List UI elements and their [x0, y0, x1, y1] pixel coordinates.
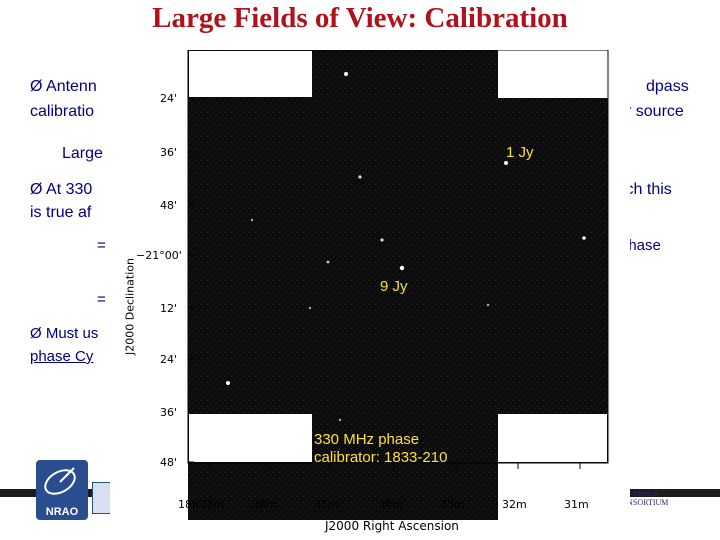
- source-point: [226, 381, 230, 385]
- sub-bullet-tail: phase: [620, 237, 661, 254]
- x-tick-label: 18h37m: [178, 498, 224, 511]
- y-tick-label: 48': [160, 199, 178, 212]
- sky-image: [187, 50, 609, 520]
- y-tick-label: 36': [160, 406, 178, 419]
- source-point: [486, 303, 490, 307]
- source-point: [344, 72, 348, 76]
- y-tick-label: 24': [160, 353, 178, 366]
- arrow-bullet-icon: Ø: [30, 78, 43, 95]
- x-tick-label: 32m: [502, 498, 527, 511]
- x-tick-label: 33m: [440, 498, 465, 511]
- y-axis-label: J2000 Declination: [123, 258, 137, 355]
- y-tick-label: 12': [160, 302, 178, 315]
- y-tick-label: −21°00': [136, 249, 182, 262]
- bullet-3-line-1: Ø At 330: [30, 181, 93, 198]
- calibrator-annotation: 330 MHz phase calibrator: 1833-210: [314, 431, 448, 466]
- bullet-1-tail-2: r source: [626, 103, 684, 120]
- new-mexico-consortium-logo: New Mexico CONSORTIUM: [616, 489, 669, 507]
- source-point: [582, 236, 586, 240]
- sub-bullet-marker: =: [97, 237, 106, 254]
- bullet-1-line-2: calibratio: [30, 103, 95, 120]
- sub-bullet-marker: =: [97, 291, 106, 308]
- bullet-1-line-1: Ø Antenn: [30, 78, 97, 95]
- bullet-4-line-2: phase Cy: [30, 348, 94, 365]
- bullet-3-line-2: is true af: [30, 204, 92, 221]
- y-tick-label: 24': [160, 92, 178, 105]
- source-point: [380, 238, 384, 242]
- source-point: [308, 306, 312, 310]
- sky-image-figure: 24' 36' 48' −21°00' 12' 24' 36' 48' 18h3…: [110, 50, 630, 540]
- bullet-4-line-1: Ø Must us: [30, 325, 99, 342]
- x-axis-label: J2000 Right Ascension: [325, 519, 459, 533]
- annotation-1jy: 1 Jy: [506, 144, 534, 161]
- x-tick-label: 35m: [314, 498, 339, 511]
- arrow-bullet-icon: Ø: [30, 325, 42, 342]
- x-tick-label: 36m: [252, 498, 277, 511]
- bullet-2-text: Large: [62, 145, 103, 162]
- arrow-bullet-icon: Ø: [30, 181, 43, 198]
- x-tick-label: 34m: [378, 498, 403, 511]
- bullet-1-tail-1: dpass: [646, 78, 689, 95]
- source-point: [250, 218, 254, 222]
- annotation-9jy: 9 Jy: [380, 278, 408, 295]
- source-point: [399, 265, 405, 271]
- y-tick-label: 36': [160, 146, 178, 159]
- y-tick-label: 48': [160, 456, 178, 469]
- page-title: Large Fields of View: Calibration: [152, 2, 568, 34]
- nrao-logo: NRAO: [36, 460, 88, 520]
- radio-dish-icon: [44, 467, 76, 495]
- source-point: [326, 260, 330, 264]
- source-point: [504, 161, 508, 165]
- bullet-3-tail: ich this: [622, 181, 672, 198]
- source-point: [338, 418, 342, 422]
- source-point: [358, 175, 362, 179]
- x-tick-label: 31m: [564, 498, 589, 511]
